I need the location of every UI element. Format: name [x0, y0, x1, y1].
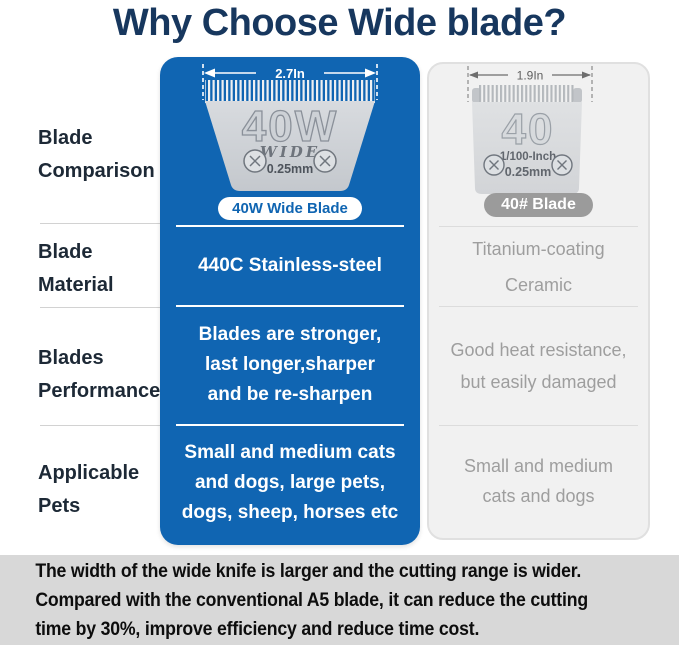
- row-label-line: Applicable: [38, 462, 140, 484]
- standard-performance-line: Good heat resistance,: [450, 340, 627, 360]
- footer-banner: The width of the wide knife is larger an…: [0, 555, 679, 645]
- standard-performance-line: but easily damaged: [460, 372, 617, 392]
- row-divider: [40, 425, 161, 426]
- wide-blade-graphic: 2.7In 40W WIDE 0.25mm: [202, 64, 378, 191]
- row-label-line: Comparison: [38, 160, 155, 182]
- wide-blade-card: 2.7In 40W WIDE 0.25mm 40W Wide Blade 440…: [160, 57, 420, 545]
- standard-blade-card: 1.9In 40 1/100-Inch 0.25mm 40# Blade: [427, 62, 650, 540]
- screw-slot: [249, 155, 261, 167]
- card-divider: [176, 424, 404, 426]
- wide-pets-line: and dogs, large pets,: [194, 472, 386, 493]
- card-divider: [176, 305, 404, 307]
- row-label-line: Performance: [38, 380, 161, 402]
- footer-line: Compared with the conventional A5 blade,…: [35, 589, 588, 611]
- blade-marking-gap: 0.25mm: [505, 165, 552, 179]
- standard-material-line: Ceramic: [504, 275, 572, 295]
- row-divider: [40, 223, 161, 224]
- row-label-blades-performance: Blades Performance: [38, 342, 162, 408]
- standard-material-line: Titanium-coating: [472, 239, 605, 259]
- row-label-blade-material: Blade Material: [38, 236, 162, 302]
- page-title: Why Choose Wide blade?: [112, 2, 567, 44]
- wide-blade-badge: 40W Wide Blade: [160, 197, 420, 220]
- card-divider: [439, 306, 638, 307]
- wide-material-text: 440C Stainless-steel: [198, 255, 382, 276]
- wide-pets-line: dogs, sheep, horses etc: [181, 502, 399, 523]
- standard-performance-cell: Good heat resistance, but easily damaged: [437, 307, 640, 425]
- screw-slot: [557, 160, 567, 170]
- footer-line: time by 30%, improve efficiency and redu…: [35, 618, 480, 640]
- screw-slot: [489, 160, 499, 170]
- row-label-line: Blade: [38, 241, 93, 263]
- standard-blade-graphic: 1.9In 40 1/100-Inch 0.25mm: [467, 66, 593, 194]
- wide-performance-line: Blades are stronger,: [198, 324, 382, 345]
- wide-material-cell: 440C Stainless-steel: [174, 226, 406, 306]
- arrow-head-icon: [365, 68, 376, 78]
- blade-marking-size: 40: [502, 105, 555, 154]
- blade-shoulder: [472, 88, 481, 103]
- blade-marking-gap: 0.25mm: [267, 162, 314, 176]
- row-label-line: Blades: [38, 347, 104, 369]
- arrow-head-icon: [469, 71, 478, 79]
- standard-blade-badge: 40# Blade: [429, 193, 648, 217]
- footer-line: The width of the wide knife is larger an…: [35, 560, 582, 582]
- card-divider: [439, 226, 638, 227]
- wide-performance-cell: Blades are stronger, last longer,sharper…: [174, 306, 406, 424]
- screw-slot: [319, 155, 331, 167]
- standard-material-cell: Titanium-coating Ceramic: [437, 227, 640, 307]
- card-divider: [439, 425, 638, 426]
- blade-shoulder: [573, 88, 582, 103]
- row-label-applicable-pets: Applicable Pets: [38, 457, 162, 523]
- comparison-board: Blade Comparison Blade Material Blades P…: [0, 50, 679, 555]
- standard-pets-cell: Small and medium cats and dogs: [437, 426, 640, 536]
- blade-marking-size: 40W: [242, 102, 338, 151]
- wide-pets-cell: Small and medium cats and dogs, large pe…: [174, 425, 406, 541]
- arrow-head-icon: [204, 68, 215, 78]
- row-label-line: Blade: [38, 127, 93, 149]
- wide-performance-line: last longer,sharper: [204, 354, 375, 375]
- standard-pets-line: cats and dogs: [482, 486, 595, 506]
- row-label-blade-comparison: Blade Comparison: [38, 122, 162, 188]
- blade-marking-type: WIDE: [260, 143, 320, 161]
- standard-blade-badge-label: 40# Blade: [484, 193, 593, 217]
- row-label-line: Material: [38, 274, 114, 296]
- wide-pets-line: Small and medium cats: [184, 442, 396, 463]
- wide-performance-line: and be re-sharpen: [207, 384, 373, 405]
- standard-pets-line: Small and medium: [463, 456, 614, 476]
- arrow-head-icon: [582, 71, 591, 79]
- wide-width-label: 2.7In: [275, 66, 305, 81]
- blade-teeth: [479, 85, 575, 102]
- row-label-line: Pets: [38, 495, 81, 517]
- wide-blade-badge-label: 40W Wide Blade: [218, 197, 362, 220]
- standard-width-label: 1.9In: [517, 69, 544, 83]
- row-divider: [40, 307, 161, 308]
- blade-teeth: [205, 80, 375, 103]
- blade-marking-spec: 1/100-Inch: [500, 151, 556, 163]
- card-divider: [176, 225, 404, 227]
